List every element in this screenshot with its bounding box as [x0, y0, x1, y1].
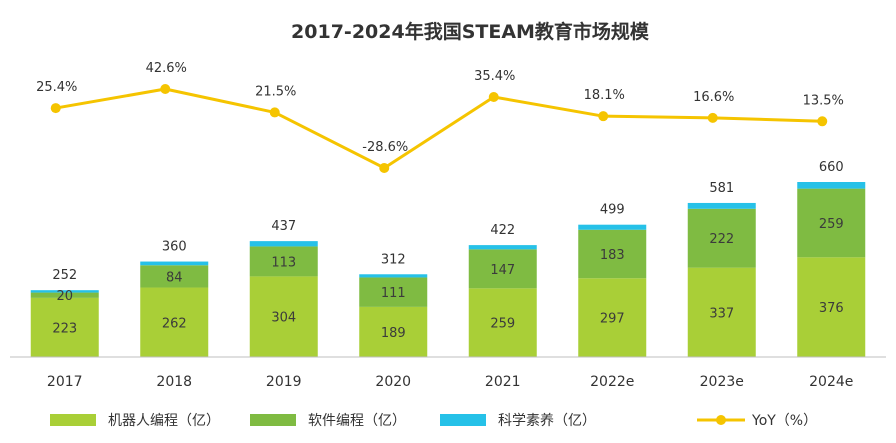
yoy-point [488, 91, 499, 102]
data-label-total: 422 [490, 223, 515, 238]
yoy-point [598, 111, 609, 122]
data-label-software-programming: 147 [490, 263, 515, 278]
legend-software-programming-swatch [250, 414, 296, 426]
data-label-robot-programming: 337 [709, 306, 734, 321]
x-tick-label: 2022e [590, 374, 634, 390]
yoy-point [50, 103, 61, 114]
bar-science-literacy [249, 241, 318, 247]
legend-yoy-marker [716, 415, 726, 425]
x-tick-label: 2023e [700, 374, 744, 390]
data-label-software-programming: 84 [166, 270, 183, 285]
data-label-yoy: -28.6% [362, 140, 408, 155]
bar-robot-programming [140, 287, 209, 357]
x-tick-label: 2024e [809, 374, 853, 390]
labels-layer: 223 20 252 2017 262 84 360 2018 304 113 437 2019 189… [36, 61, 853, 390]
bar-software-programming [30, 292, 99, 298]
legend-yoy-label: YoY（%） [751, 413, 817, 429]
yoy-point [707, 112, 718, 123]
bar-robot-programming [578, 278, 647, 357]
data-label-total: 660 [819, 160, 844, 175]
data-label-robot-programming: 376 [819, 301, 844, 316]
data-label-yoy: 18.1% [584, 88, 625, 103]
yoy-point [269, 107, 280, 118]
data-label-yoy: 16.6% [693, 90, 734, 105]
data-label-software-programming: 113 [271, 255, 296, 270]
data-label-yoy: 42.6% [146, 61, 187, 76]
data-label-software-programming: 183 [600, 248, 625, 263]
data-label-yoy: 21.5% [255, 84, 296, 99]
bar-software-programming [578, 229, 647, 279]
bar-science-literacy [687, 202, 756, 209]
legend-science-literacy-swatch [440, 414, 486, 426]
bar-science-literacy [797, 182, 866, 189]
legend-robot-programming-swatch [50, 414, 96, 426]
data-label-software-programming: 222 [709, 232, 734, 247]
data-label-robot-programming: 297 [600, 312, 625, 327]
yoy-point [160, 84, 171, 94]
x-tick-label: 2019 [266, 374, 302, 390]
x-tick-label: 2017 [47, 374, 83, 390]
bar-science-literacy [359, 274, 428, 278]
bar-software-programming [359, 277, 428, 307]
yoy-line-layer [50, 84, 828, 173]
bar-robot-programming [797, 257, 866, 357]
x-tick-label: 2021 [485, 374, 521, 390]
data-label-total: 312 [381, 252, 406, 267]
yoy-point [379, 163, 390, 173]
data-label-robot-programming: 259 [490, 317, 515, 332]
data-label-robot-programming: 262 [162, 316, 187, 331]
data-label-software-programming: 259 [819, 217, 844, 232]
legend: 机器人编程（亿） 软件编程（亿） 科学素养（亿） YoY（%） [50, 413, 817, 429]
bar-software-programming [687, 208, 756, 268]
data-label-robot-programming: 223 [52, 321, 77, 336]
bars-layer [30, 182, 866, 357]
bar-software-programming [468, 249, 537, 289]
legend-robot-programming-label: 机器人编程（亿） [108, 413, 220, 429]
bar-software-programming [140, 265, 209, 288]
data-label-software-programming: 20 [56, 289, 73, 304]
bar-science-literacy [468, 245, 537, 250]
bar-software-programming [249, 246, 318, 277]
legend-science-literacy-label: 科学素养（亿） [498, 413, 596, 429]
data-label-yoy: 25.4% [36, 80, 77, 95]
data-label-total: 360 [162, 240, 187, 255]
data-label-yoy: 13.5% [803, 93, 844, 108]
bar-robot-programming [249, 276, 318, 357]
yoy-line [55, 87, 823, 170]
legend-software-programming-label: 软件编程（亿） [308, 413, 406, 429]
bar-science-literacy [30, 290, 99, 293]
data-label-total: 252 [52, 268, 77, 283]
bar-robot-programming [359, 306, 428, 357]
x-tick-label: 2018 [156, 374, 192, 390]
bar-robot-programming [468, 288, 537, 357]
data-label-robot-programming: 304 [271, 311, 296, 326]
bar-software-programming [797, 188, 866, 258]
bar-robot-programming [30, 297, 99, 357]
data-label-total: 581 [709, 181, 734, 196]
data-label-total: 499 [600, 203, 625, 218]
data-label-robot-programming: 189 [381, 326, 406, 341]
data-label-yoy: 35.4% [474, 69, 515, 84]
x-tick-label: 2020 [375, 374, 411, 390]
data-label-software-programming: 111 [381, 286, 406, 301]
chart-title: 2017-2024年我国STEAM教育市场规模 [291, 20, 650, 43]
bar-science-literacy [578, 224, 647, 230]
data-label-total: 437 [271, 219, 296, 234]
bar-science-literacy [140, 261, 209, 266]
yoy-point [817, 116, 828, 127]
bar-robot-programming [687, 267, 756, 357]
